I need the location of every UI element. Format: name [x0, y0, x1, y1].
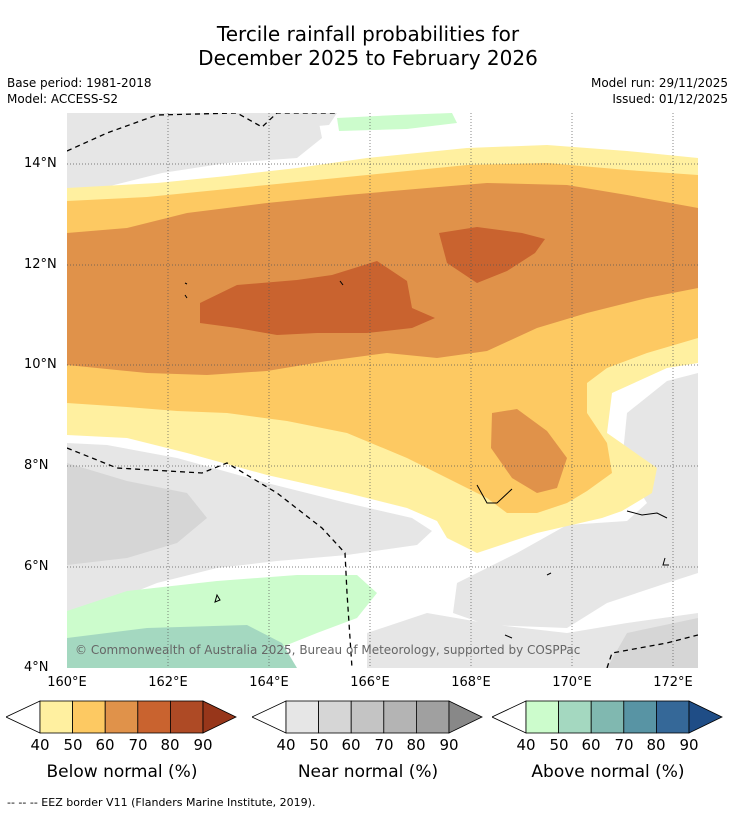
cbar-near-cells [285, 700, 450, 734]
cbar-tick: 50 [549, 736, 569, 754]
above-normal-region-north [337, 113, 457, 131]
lat-tick-8: 8°N [24, 458, 49, 473]
cbar-tick: 60 [95, 736, 115, 754]
map-title: Tercile rainfall probabilities for Decem… [0, 22, 736, 70]
lat-tick-6: 6°N [24, 559, 49, 574]
lon-tick-166: 166°E [350, 675, 390, 690]
below-normal-70-blob [439, 227, 545, 283]
cbar-tick: 50 [309, 736, 329, 754]
cbar-tick: 90 [193, 736, 213, 754]
cbar-tick: 80 [160, 736, 180, 754]
cbar-above-title: Above normal (%) [531, 762, 685, 782]
cbar-near-title: Near normal (%) [297, 762, 439, 782]
near-normal-region-sw [67, 463, 207, 565]
cbar-tick: 50 [63, 736, 83, 754]
lon-tick-162: 162°E [148, 675, 188, 690]
cbar-tick: 70 [614, 736, 634, 754]
cbar-tick: 70 [374, 736, 394, 754]
cbar-tick: 80 [406, 736, 426, 754]
above-normal-region-south-2 [67, 625, 297, 668]
colorbar-cell [350, 700, 385, 734]
lon-tick-170: 170°E [552, 675, 592, 690]
colorbar-cell [285, 700, 319, 734]
colorbar-near-normal [252, 700, 483, 734]
colorbar-cell [655, 700, 690, 734]
colorbar-cell [558, 700, 592, 734]
colorbar-cell [623, 700, 657, 734]
eez-border [67, 113, 698, 668]
eez-footnote: -- -- -- EEZ border V11 (Flanders Marine… [7, 796, 316, 809]
colorbar-cell [137, 700, 171, 734]
cbar-tick: 60 [581, 736, 601, 754]
near-normal-region-e [453, 373, 698, 628]
colorbar-cell [169, 700, 204, 734]
metadata-left: Base period: 1981-2018 Model: ACCESS-S2 [7, 75, 152, 107]
below-normal-60-blob [491, 409, 567, 493]
cbar-below-under [6, 700, 41, 734]
colorbar-cell [383, 700, 417, 734]
colorbar-cell [525, 700, 559, 734]
cbar-near-under [252, 700, 287, 734]
title-line-1: Tercile rainfall probabilities for [216, 22, 520, 46]
grid-lines [67, 113, 698, 668]
lon-tick-160: 160°E [47, 675, 87, 690]
title-line-2: December 2025 to February 2026 [198, 46, 538, 70]
cbar-tick: 40 [276, 736, 296, 754]
colorbar-cell [415, 700, 450, 734]
cbar-tick: 40 [30, 736, 50, 754]
colorbar-above-normal [492, 700, 723, 734]
cbar-near-over [448, 700, 483, 734]
near-normal-region-w [67, 443, 432, 613]
colorbar-cell [104, 700, 139, 734]
model-name: Model: ACCESS-S2 [7, 92, 119, 106]
cbar-above-cells [525, 700, 690, 734]
islands [184, 280, 669, 639]
copyright-text: © Commonwealth of Australia 2025, Bureau… [75, 643, 580, 657]
base-period: Base period: 1981-2018 [7, 76, 152, 90]
lat-tick-10: 10°N [24, 357, 57, 372]
cbar-tick: 40 [516, 736, 536, 754]
cbar-tick: 80 [646, 736, 666, 754]
cbar-above-under [492, 700, 527, 734]
cbar-below-over [202, 700, 237, 734]
metadata-right: Model run: 29/11/2025 Issued: 01/12/2025 [591, 75, 728, 107]
colorbar-cell [590, 700, 625, 734]
cbar-tick: 70 [128, 736, 148, 754]
cbar-tick: 60 [341, 736, 361, 754]
colorbar-cell [318, 700, 352, 734]
lon-tick-168: 168°E [451, 675, 491, 690]
issued-date: Issued: 01/12/2025 [612, 92, 728, 106]
cbar-above-over [688, 700, 723, 734]
near-normal-region-ne [302, 113, 337, 127]
colorbar-below-normal [6, 700, 237, 734]
cbar-below-cells [39, 700, 204, 734]
cbar-below-title: Below normal (%) [46, 762, 198, 782]
lon-tick-172: 172°E [653, 675, 693, 690]
near-normal-region-se-2 [607, 618, 698, 668]
colorbar-cell [72, 700, 106, 734]
near-normal-region-nw [67, 113, 322, 193]
below-normal-70-region [200, 261, 435, 335]
probability-map: © Commonwealth of Australia 2025, Bureau… [67, 113, 698, 668]
colorbar-cell [39, 700, 73, 734]
lon-tick-164: 164°E [249, 675, 289, 690]
cbar-tick: 90 [439, 736, 459, 754]
lat-tick-14: 14°N [24, 156, 57, 171]
model-run: Model run: 29/11/2025 [590, 76, 728, 90]
cbar-tick: 90 [679, 736, 699, 754]
lat-tick-4: 4°N [24, 660, 49, 675]
lat-tick-12: 12°N [24, 257, 57, 272]
